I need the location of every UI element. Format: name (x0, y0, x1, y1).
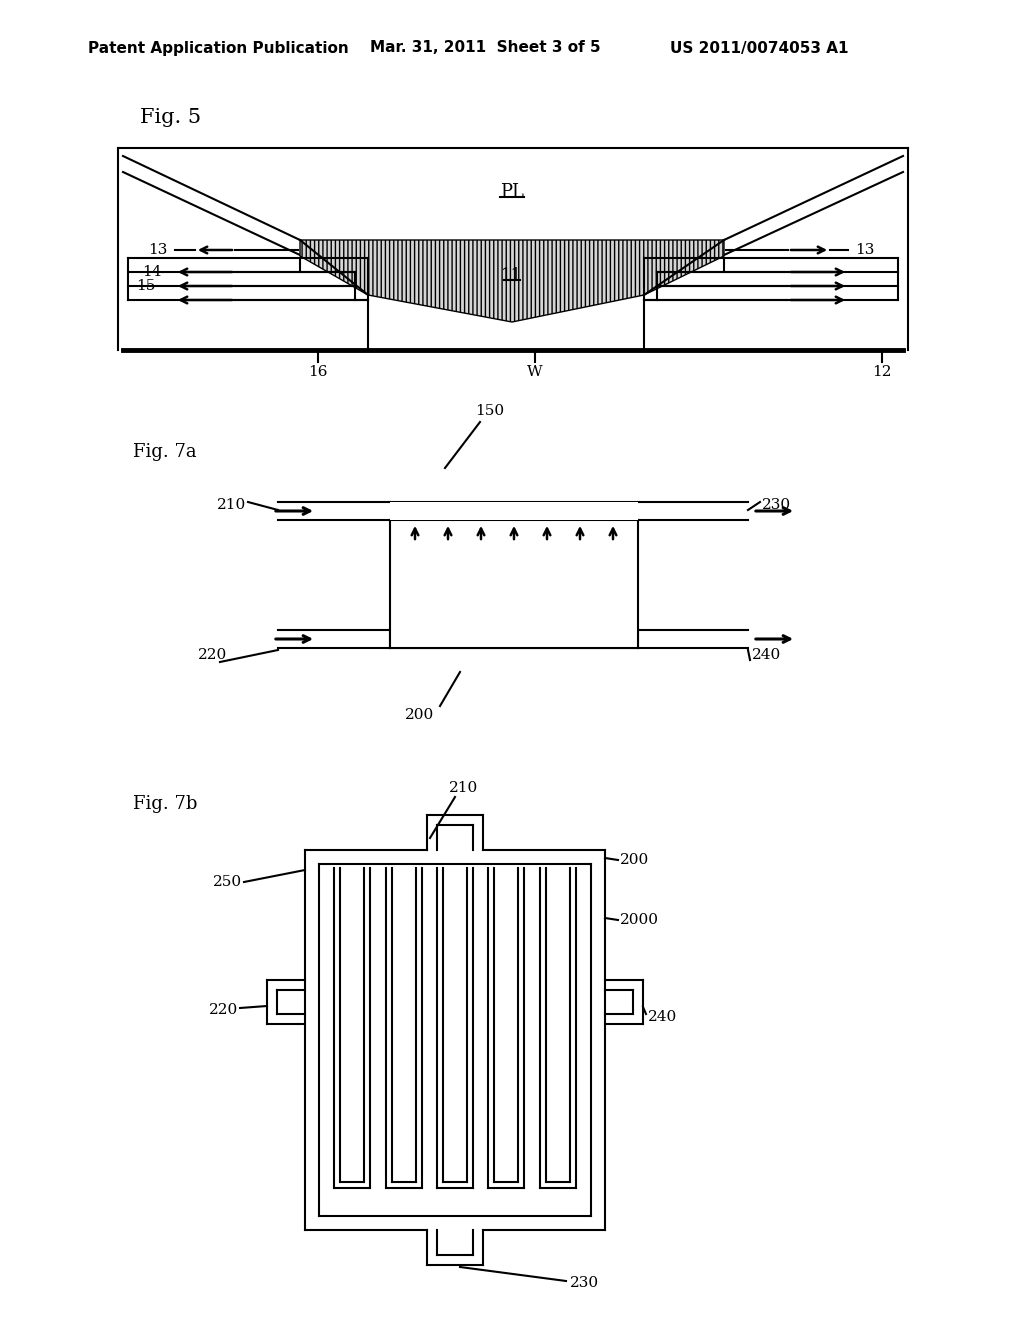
Text: 13: 13 (855, 243, 874, 257)
Bar (390, 520, 638, 648)
Text: 250: 250 (213, 875, 242, 888)
Text: 210: 210 (217, 498, 246, 512)
Text: Fig. 7b: Fig. 7b (133, 795, 198, 813)
Text: Patent Application Publication: Patent Application Publication (88, 41, 349, 55)
Text: 13: 13 (148, 243, 168, 257)
Text: 200: 200 (406, 708, 434, 722)
Text: 2000: 2000 (620, 913, 659, 927)
Text: 16: 16 (308, 366, 328, 379)
Text: 150: 150 (475, 404, 505, 418)
Text: Fig. 5: Fig. 5 (140, 108, 201, 127)
Text: W: W (527, 366, 543, 379)
Bar (390, 502, 638, 520)
Text: 220: 220 (209, 1003, 238, 1016)
Text: 11: 11 (502, 267, 522, 284)
Text: 230: 230 (570, 1276, 599, 1290)
Text: 200: 200 (620, 853, 649, 867)
Polygon shape (300, 240, 724, 322)
Text: PL: PL (500, 183, 524, 201)
Text: 220: 220 (198, 648, 227, 663)
Text: 210: 210 (450, 781, 478, 795)
Text: US 2011/0074053 A1: US 2011/0074053 A1 (670, 41, 849, 55)
Text: 15: 15 (135, 279, 155, 293)
Text: 230: 230 (762, 498, 792, 512)
Text: 240: 240 (648, 1010, 677, 1024)
Text: Mar. 31, 2011  Sheet 3 of 5: Mar. 31, 2011 Sheet 3 of 5 (370, 41, 601, 55)
Text: 240: 240 (752, 648, 781, 663)
Text: 14: 14 (142, 265, 162, 279)
Text: Fig. 7a: Fig. 7a (133, 444, 197, 461)
Text: 12: 12 (872, 366, 892, 379)
